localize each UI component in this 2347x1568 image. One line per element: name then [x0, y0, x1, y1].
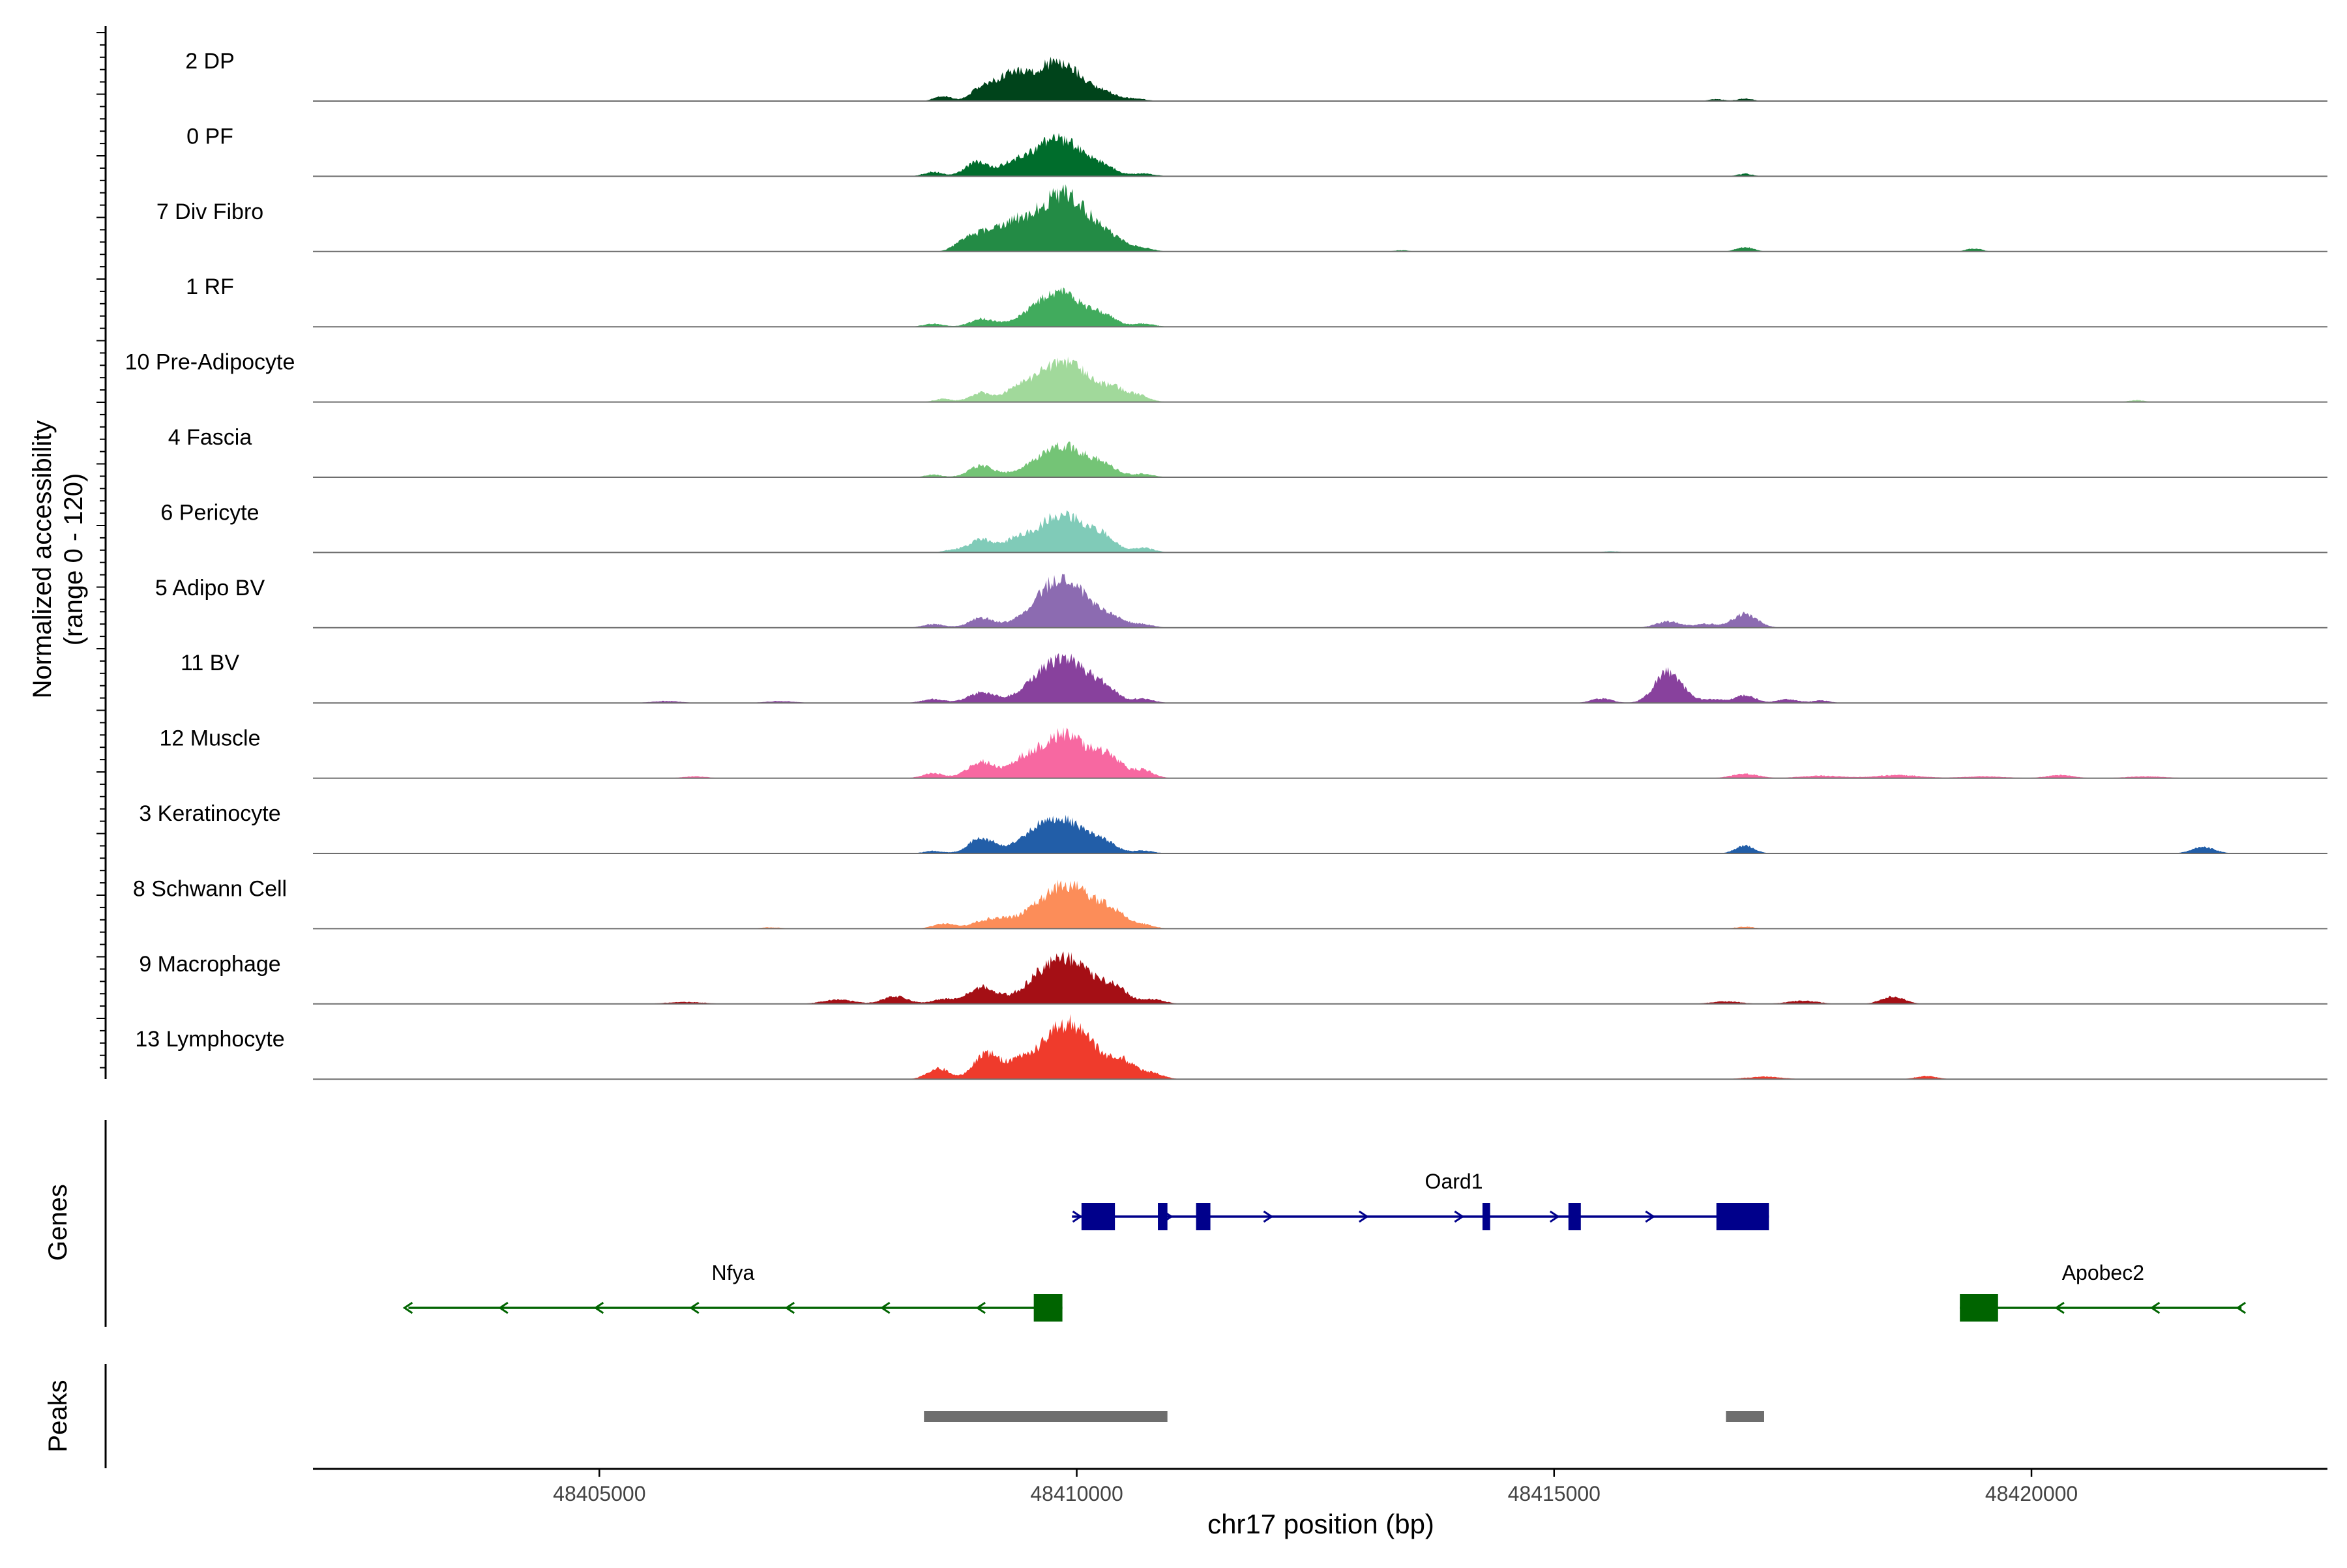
coverage-tracks: [313, 57, 2327, 1080]
coverage-area: [313, 510, 2327, 553]
coverage-area: [313, 880, 2327, 929]
x-tick-label: 48410000: [1030, 1482, 1123, 1505]
strand-arrow: [593, 1301, 604, 1314]
coverage-area: [313, 57, 2327, 101]
coverage-area: [313, 574, 2327, 628]
coverage-area: [313, 951, 2327, 1004]
y-axis-label: Normalized accessibility: [28, 421, 57, 699]
peak-region: [1726, 1411, 1764, 1422]
gene-exon: [1960, 1294, 1998, 1322]
track-label: 12 Muscle: [160, 726, 261, 751]
strand-arrow: [1359, 1210, 1369, 1223]
track-label: 13 Lymphocyte: [135, 1027, 284, 1052]
strand-arrow: [689, 1301, 700, 1314]
coverage-area: [313, 814, 2327, 853]
strand-arrow: [879, 1301, 891, 1314]
coverage-area: [313, 287, 2327, 327]
strand-arrow: [2149, 1301, 2161, 1314]
gene-exon: [1716, 1203, 1769, 1230]
x-tick-label: 48420000: [1985, 1482, 2078, 1505]
strand-arrow: [402, 1301, 413, 1314]
y-axis-label-range: (range 0 - 120): [59, 473, 88, 646]
gene-exon: [1482, 1203, 1490, 1230]
track-label: 1 RF: [186, 274, 234, 299]
strand-arrow: [1072, 1210, 1083, 1223]
genes-panel-label: Genes: [44, 1184, 72, 1261]
strand-arrow: [1454, 1210, 1465, 1223]
x-tick-label: 48415000: [1508, 1482, 1601, 1505]
gene-annotation-panel: Oard1 Nfya Apobec2: [104, 1120, 2247, 1327]
gene-exon: [1196, 1203, 1211, 1230]
x-axis: 48405000 48410000 48415000 48420000: [313, 1468, 2327, 1505]
gene-name-label: Oard1: [1425, 1170, 1483, 1193]
gene-exon: [1081, 1203, 1115, 1230]
track-label: 4 Fascia: [168, 425, 252, 450]
track-label: 3 Keratinocyte: [139, 801, 280, 826]
coverage-area: [313, 132, 2327, 177]
coverage-area: [313, 727, 2327, 778]
coverage-area: [313, 653, 2327, 703]
track-label: 7 Div Fibro: [156, 200, 263, 224]
track-label: 10 Pre-Adipocyte: [125, 350, 295, 375]
strand-arrow: [975, 1301, 986, 1314]
track-label: 6 Pericyte: [160, 500, 259, 525]
track-label: 2 DP: [185, 49, 235, 74]
coverage-area: [313, 1014, 2327, 1080]
track-label: 0 PF: [186, 124, 233, 149]
peak-annotation-panel: [104, 1364, 1764, 1468]
track-label: 8 Schwann Cell: [133, 876, 287, 901]
gene-name-label: Apobec2: [2062, 1261, 2144, 1284]
gene-exon: [1568, 1203, 1581, 1230]
gene-exon: [1158, 1203, 1168, 1230]
peaks-panel-label: Peaks: [44, 1380, 72, 1452]
strand-arrow: [498, 1301, 509, 1314]
y-ruler: [96, 26, 107, 1079]
coverage-area: [313, 184, 2327, 252]
strand-arrow: [2236, 1301, 2247, 1314]
strand-arrow: [1162, 1210, 1174, 1223]
strand-arrow: [1645, 1210, 1655, 1223]
coverage-area: [313, 441, 2327, 477]
x-tick-label: 48405000: [553, 1482, 645, 1505]
strand-arrow: [2054, 1301, 2065, 1314]
track-labels: 2 DP 0 PF 7 Div Fibro 1 RF 10 Pre-Adipocyte 4…: [125, 49, 295, 1052]
track-label: 11 BV: [181, 651, 239, 675]
gene-name-label: Nfya: [711, 1261, 754, 1284]
coverage-area: [313, 356, 2327, 402]
x-axis-label: chr17 position (bp): [1207, 1509, 1434, 1539]
track-label: 9 Macrophage: [139, 952, 280, 977]
strand-arrow: [1549, 1210, 1560, 1223]
strand-arrow: [1263, 1210, 1274, 1223]
peak-region: [924, 1411, 1168, 1422]
track-label: 5 Adipo BV: [155, 576, 265, 600]
gene-exon: [1033, 1294, 1063, 1322]
strand-arrow: [784, 1301, 795, 1314]
